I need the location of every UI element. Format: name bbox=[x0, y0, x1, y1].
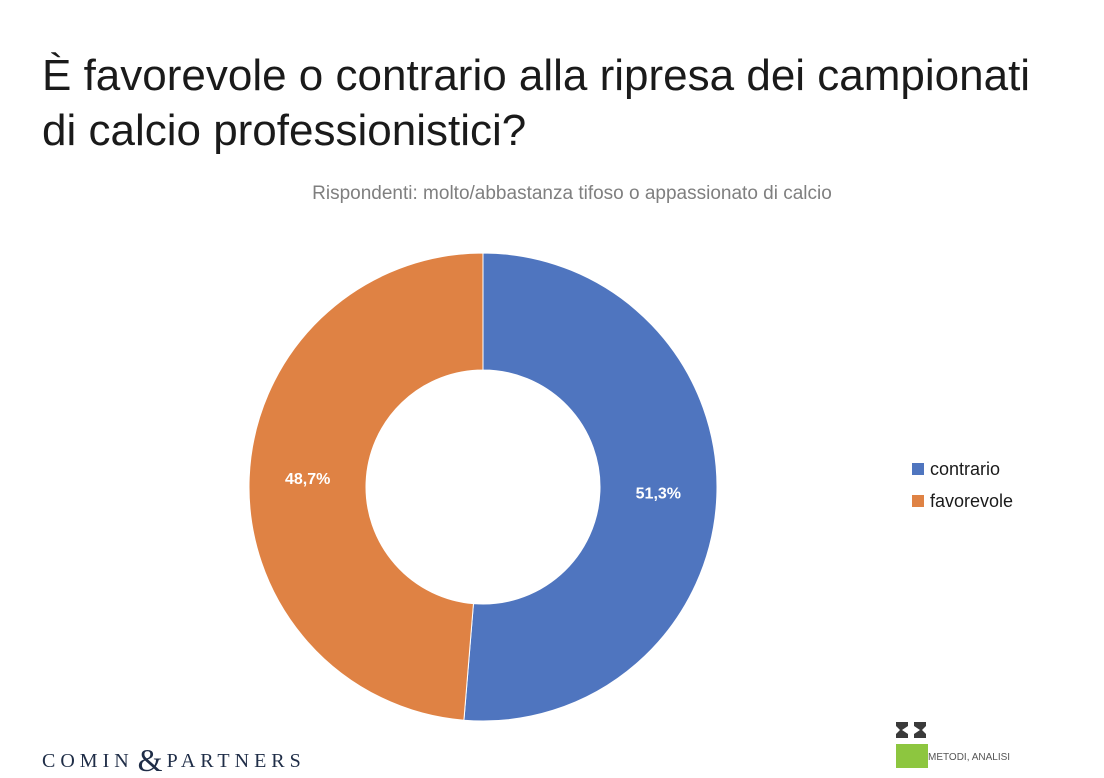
donut-slice-favorevole bbox=[248, 252, 484, 721]
logo-ampersand: & bbox=[137, 742, 163, 778]
izi-logo-icon bbox=[896, 722, 928, 768]
legend-label-favorevole: favorevole bbox=[930, 490, 1014, 511]
legend-swatch-favorevole bbox=[912, 495, 924, 507]
logo-text-comin: COMIN bbox=[42, 750, 134, 772]
chart-subtitle: Rispondenti: molto/abbastanza tifoso o a… bbox=[312, 183, 832, 204]
page-title: È favorevole o contrario alla ripresa de… bbox=[42, 51, 1031, 155]
donut-slice-contrario bbox=[463, 252, 718, 722]
legend-item-contrario: contrario bbox=[912, 453, 1013, 485]
legend-item-favorevole: favorevole bbox=[912, 485, 1013, 517]
izi-logo-text: METODI, ANALISI bbox=[928, 752, 1011, 763]
legend-label-contrario: contrario bbox=[930, 458, 1001, 479]
data-label-contrario: 51,3% bbox=[636, 485, 681, 502]
chart-legend: contrario favorevole bbox=[912, 453, 1013, 517]
izi-logo: METODI, ANALISI bbox=[888, 716, 1011, 768]
comin-partners-logo: COMIN & PARTNERS bbox=[42, 738, 306, 778]
legend-swatch-contrario bbox=[912, 463, 924, 475]
data-label-favorevole: 48,7% bbox=[285, 471, 330, 488]
logo-text-partners: PARTNERS bbox=[166, 750, 306, 772]
